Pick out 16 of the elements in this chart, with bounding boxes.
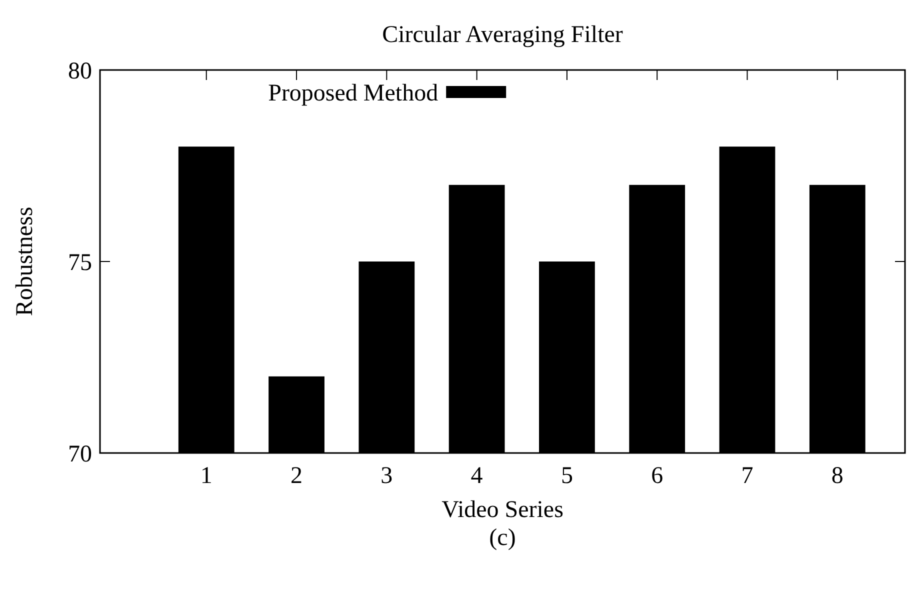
x-tick-label: 3 bbox=[380, 463, 393, 489]
x-axis-title: Video Series bbox=[442, 497, 564, 523]
x-tick-label: 1 bbox=[200, 463, 212, 489]
x-tick-label: 8 bbox=[831, 463, 844, 489]
y-tick-label: 80 bbox=[68, 58, 92, 84]
x-tick-label: 7 bbox=[741, 463, 754, 489]
y-tick-label: 70 bbox=[68, 441, 92, 468]
x-tick-label: 5 bbox=[560, 463, 573, 489]
y-tick-label: 75 bbox=[68, 250, 92, 276]
text: (c) bbox=[489, 525, 516, 551]
x-tick-label: 6 bbox=[651, 463, 664, 489]
legend-label: Proposed Method bbox=[268, 80, 438, 106]
chart-title: Circular Averaging Filter bbox=[382, 22, 623, 48]
x-tick-label: 2 bbox=[290, 463, 303, 489]
x-tick-label: 4 bbox=[470, 463, 483, 489]
y-axis-title: Robustness bbox=[12, 206, 38, 316]
